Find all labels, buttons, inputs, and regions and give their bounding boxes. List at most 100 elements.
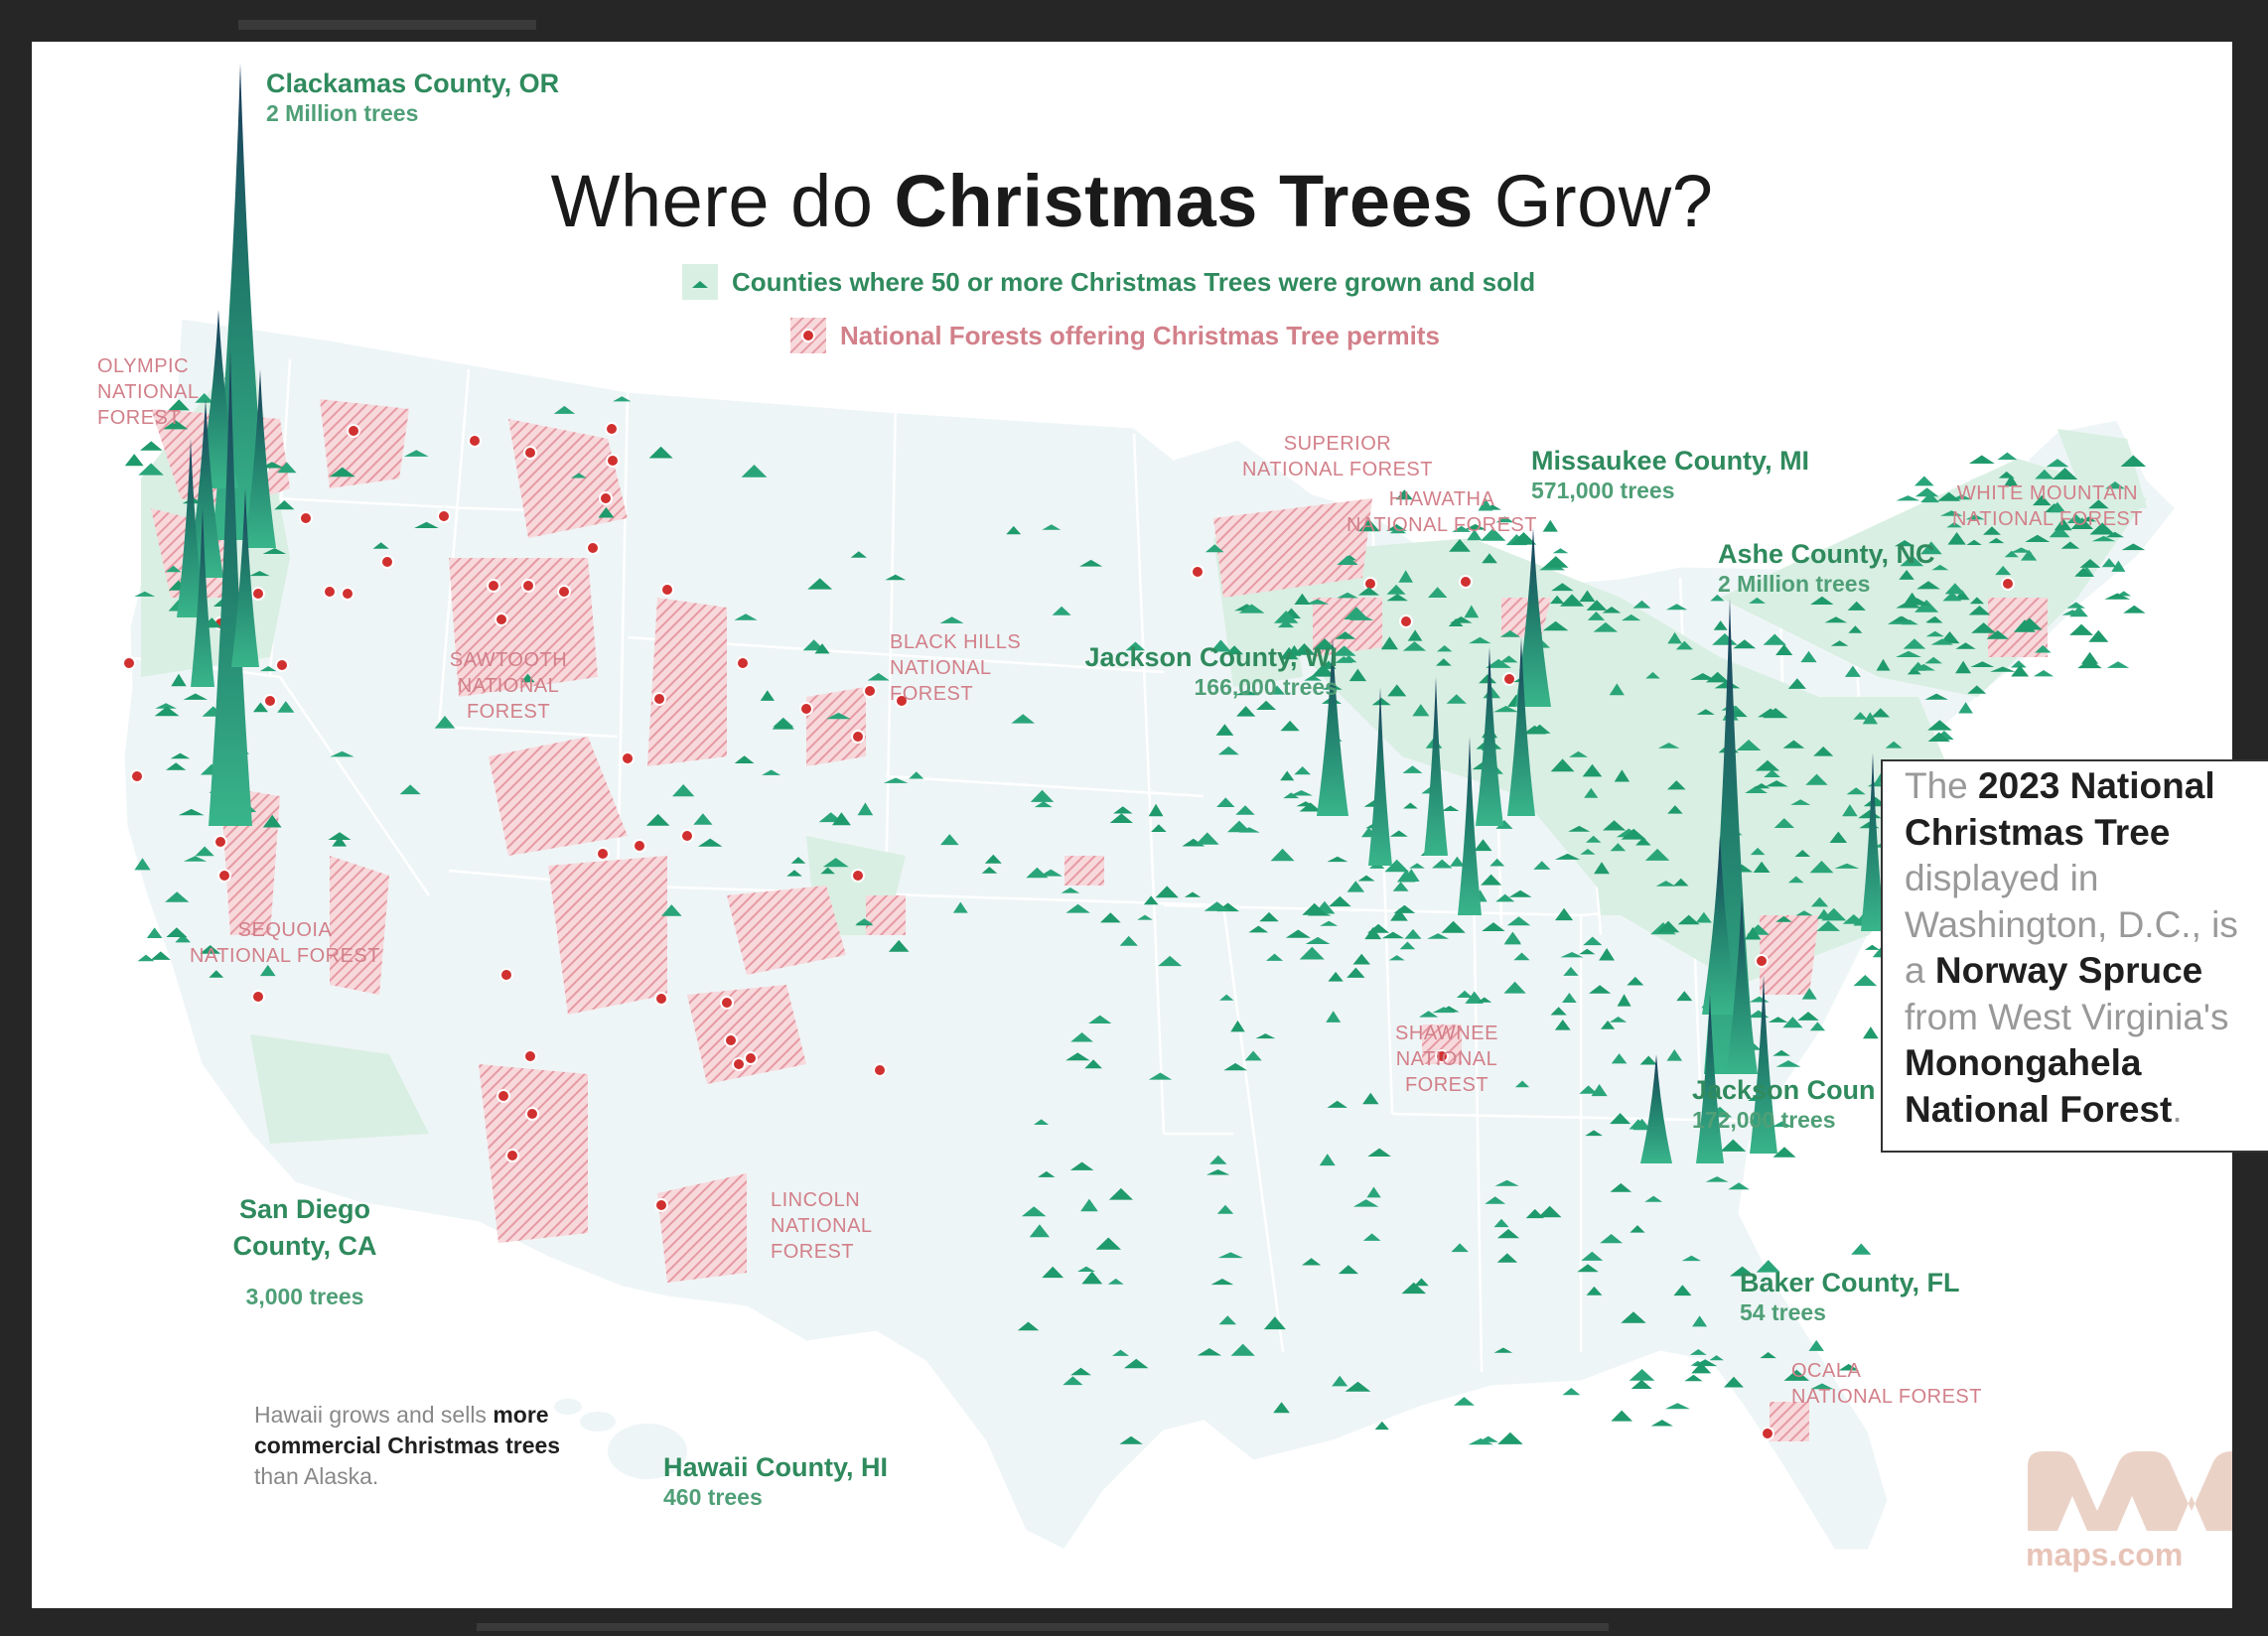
tree-marker-icon: [1986, 629, 2009, 639]
tree-marker-icon: [1513, 952, 1530, 961]
tree-marker-icon: [1931, 564, 1949, 571]
tree-marker-icon: [2105, 481, 2125, 489]
tree-marker-icon: [1289, 790, 1313, 796]
tree-marker-icon: [2088, 499, 2109, 509]
tree-marker-icon: [1270, 848, 1295, 862]
production-peak: [1696, 995, 1724, 1163]
tree-marker-icon: [1705, 1176, 1729, 1182]
tree-marker-icon: [1914, 487, 1939, 497]
tree-marker-icon: [2111, 560, 2126, 572]
forest-marker-icon: [217, 869, 231, 883]
tree-marker-icon: [1621, 1311, 1646, 1323]
tree-marker-icon: [1021, 1206, 1047, 1217]
tree-marker-icon: [1914, 600, 1939, 613]
tree-marker-icon: [1362, 1233, 1381, 1241]
tree-marker-icon: [1320, 920, 1339, 926]
tree-marker-icon: [1119, 935, 1138, 946]
tree-marker-icon: [1302, 902, 1328, 915]
tree-marker-icon: [1108, 1187, 1133, 1200]
tree-marker-icon: [1446, 694, 1467, 704]
tree-marker-icon: [1070, 1032, 1093, 1042]
tree-marker-icon: [1969, 455, 1995, 464]
tree-marker-icon: [1650, 1420, 1673, 1427]
note-segment: 2023 National: [1978, 765, 2215, 806]
tree-marker-icon: [1610, 843, 1627, 852]
tree-marker-icon: [1676, 991, 1693, 1002]
note-line: National Forest.: [1905, 1087, 2268, 1134]
tree-marker-icon: [2121, 543, 2146, 551]
tree-marker-icon: [888, 939, 910, 952]
tree-marker-icon: [1428, 587, 1448, 598]
forest-marker-icon: [1399, 614, 1413, 628]
forest-label-hiawatha: HIAWATHA NATIONAL FOREST: [1347, 488, 1537, 536]
tree-marker-icon: [1681, 1255, 1702, 1262]
production-peak: [1458, 737, 1482, 915]
tree-marker-icon: [1925, 630, 1944, 637]
tree-marker-icon: [1441, 920, 1466, 933]
tree-marker-icon: [2033, 670, 2055, 677]
tree-marker-icon: [1809, 861, 1834, 874]
tree-marker-icon: [1998, 471, 2015, 478]
tree-marker-icon: [1810, 596, 1834, 605]
tree-marker-icon: [1899, 570, 1914, 580]
forest-marker-icon: [499, 968, 513, 982]
production-peak: [1424, 677, 1448, 856]
tree-marker-icon: [1302, 1258, 1322, 1266]
tree-marker-icon: [1587, 612, 1606, 620]
tree-marker-icon: [1924, 656, 1942, 664]
tree-marker-icon: [1109, 813, 1133, 823]
tree-marker-icon: [1600, 1234, 1623, 1244]
forest-marker-icon: [720, 996, 734, 1010]
tree-marker-icon: [1745, 785, 1768, 793]
tree-marker-icon: [277, 701, 295, 713]
tree-marker-icon: [1205, 544, 1224, 553]
tree-marker-icon: [1794, 850, 1811, 857]
note-line: from West Virginia's: [1905, 995, 2268, 1041]
tree-marker-icon: [1582, 763, 1603, 777]
tree-marker-icon: [2088, 629, 2109, 642]
title-bold: Christmas Trees: [894, 160, 1474, 242]
tree-marker-icon: [1749, 597, 1766, 604]
tree-marker-icon: [1452, 525, 1472, 532]
tree-marker-icon: [140, 441, 163, 451]
tree-marker-icon: [940, 834, 959, 846]
note-segment: Washington, D.C., is: [1905, 903, 2238, 945]
tree-marker-icon: [1901, 619, 1918, 625]
tree-marker-icon: [1337, 592, 1358, 599]
tree-marker-icon: [1386, 594, 1408, 602]
tree-marker-icon: [274, 500, 295, 510]
tree-marker-icon: [1853, 712, 1868, 720]
tree-marker-icon: [1337, 555, 1358, 565]
tree-marker-icon: [1667, 631, 1682, 644]
tree-marker-icon: [1736, 740, 1762, 750]
tree-marker-icon: [1269, 685, 1285, 695]
production-peak: [1515, 528, 1551, 707]
tree-marker-icon: [1158, 955, 1183, 967]
tree-marker-icon: [1635, 837, 1651, 846]
tree-marker-icon: [1904, 592, 1920, 605]
tree-marker-icon: [1594, 862, 1610, 875]
tree-marker-icon: [1808, 1339, 1824, 1351]
tree-marker-icon: [1070, 1367, 1091, 1376]
tree-marker-icon: [183, 693, 209, 700]
tree-marker-icon: [1816, 908, 1832, 919]
tree-marker-icon: [1562, 993, 1577, 1003]
tree-marker-icon: [1398, 570, 1413, 583]
forest-marker-icon: [863, 684, 877, 698]
tree-marker-icon: [1326, 1011, 1342, 1022]
county-label-jackson-nc: Jackson Coun 172,000 trees: [1692, 1075, 1876, 1133]
national-forest-areas: [151, 399, 2048, 1441]
tree-marker-icon: [1609, 1017, 1628, 1022]
tree-marker-icon: [1579, 590, 1596, 603]
tree-marker-icon: [1810, 896, 1829, 907]
tree-marker-icon: [1029, 1224, 1050, 1238]
tree-marker-icon: [1485, 1196, 1506, 1204]
production-peak: [177, 439, 205, 617]
tree-marker-icon: [1656, 920, 1680, 933]
tree-marker-icon: [1347, 967, 1365, 978]
tree-marker-icon: [553, 405, 576, 414]
tree-marker-icon: [1967, 685, 1987, 694]
tree-marker-icon: [1655, 881, 1676, 886]
forest-marker-icon: [873, 1063, 887, 1077]
forest-label-ocala: OCALA NATIONAL FOREST: [1791, 1360, 1982, 1408]
